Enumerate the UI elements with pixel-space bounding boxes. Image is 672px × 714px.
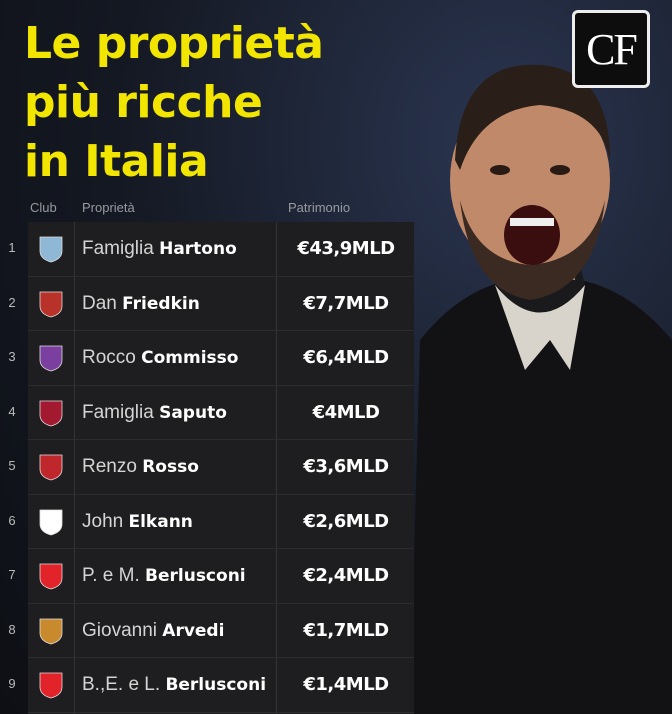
column-divider [74, 222, 75, 714]
wealth-value: €3,6MLD [303, 456, 389, 477]
owner-name: B.,E. e L. Berlusconi [82, 674, 266, 696]
owner-name: Renzo Rosso [82, 456, 199, 478]
owner-first: Renzo [82, 456, 137, 477]
owner-last: Hartono [159, 239, 237, 259]
rank: 8 [8, 621, 16, 637]
table-row: 2 Dan Friedkin €7,7MLD [8, 277, 414, 331]
table-row: 3 Rocco Commisso €6,4MLD [8, 331, 414, 386]
owner-first: Famiglia [82, 238, 154, 259]
rank: 9 [8, 676, 16, 691]
rank: 7 [8, 567, 16, 582]
headline-line: in Italia [24, 136, 209, 187]
owner-last: Saputo [159, 402, 227, 423]
rank: 6 [8, 512, 16, 528]
rank: 1 [8, 240, 16, 255]
owner-last: Rosso [142, 457, 199, 477]
owner-first: Giovanni [82, 619, 157, 641]
wealth-value: €43,9MLD [297, 238, 395, 259]
header-owner: Proprietà [82, 200, 135, 215]
owner-first: P. e M. [82, 565, 140, 586]
column-divider [276, 222, 277, 714]
club-crest-icon [39, 672, 63, 699]
table-row: 1 Famiglia Hartono €43,9MLD [8, 222, 414, 277]
club-crest-icon [39, 454, 63, 481]
headline-line: più ricche [24, 77, 263, 128]
wealth-value: €1,7MLD [303, 619, 389, 641]
owner-name: Famiglia Hartono [82, 238, 237, 260]
owner-first: Dan [82, 292, 117, 314]
wealth-value: €2,6MLD [303, 510, 389, 532]
owner-last: Commisso [141, 348, 239, 368]
headline-line: Le proprietà [24, 18, 324, 69]
owner-last: Arvedi [162, 620, 225, 641]
rank: 4 [8, 403, 16, 419]
header-wealth: Patrimonio [288, 200, 351, 215]
club-crest-icon [39, 400, 63, 426]
owner-last: Friedkin [122, 293, 200, 314]
table-row: 8 Giovanni Arvedi €1,7MLD [8, 604, 414, 658]
rank: 5 [8, 458, 16, 473]
club-crest-icon [39, 509, 63, 535]
headline: Le proprietà più ricche in Italia [24, 14, 324, 191]
owner-name: John Elkann [82, 511, 193, 533]
owner-first: B.,E. e L. [82, 674, 161, 695]
owner-name: Famiglia Saputo [82, 402, 227, 424]
wealth-value: €4MLD [312, 401, 380, 423]
rank: 3 [8, 349, 16, 364]
owner-name: Rocco Commisso [82, 347, 238, 369]
table-row: 6 John Elkann €2,6MLD [8, 495, 414, 549]
rank: 2 [8, 294, 16, 310]
wealth-value: €6,4MLD [303, 347, 389, 368]
wealth-value: €2,4MLD [303, 565, 389, 586]
owner-name: Giovanni Arvedi [82, 620, 224, 642]
wealth-value: €1,4MLD [303, 674, 389, 695]
table-row: 9 B.,E. e L. Berlusconi €1,4MLD [8, 658, 414, 713]
ranking-table: 1 Famiglia Hartono €43,9MLD 2 Dan Friedki… [8, 222, 414, 714]
club-crest-icon [39, 563, 63, 590]
club-crest-icon [39, 291, 63, 317]
owner-name: Dan Friedkin [82, 293, 200, 315]
owner-first: Rocco [82, 347, 136, 368]
coach-photo [410, 64, 672, 714]
table-row: 4 Famiglia Saputo €4MLD [8, 386, 414, 440]
cf-logo: CF [572, 10, 650, 88]
owner-last: Berlusconi [165, 675, 267, 695]
wealth-value: €7,7MLD [303, 292, 389, 314]
owner-last: Elkann [128, 511, 193, 532]
table-row: 7 P. e M. Berlusconi €2,4MLD [8, 549, 414, 604]
owner-last: Berlusconi [145, 566, 246, 586]
owner-first: Famiglia [82, 401, 154, 423]
owner-first: John [82, 510, 124, 532]
owner-name: P. e M. Berlusconi [82, 565, 246, 587]
header-club: Club [30, 200, 57, 215]
table-row: 5 Renzo Rosso €3,6MLD [8, 440, 414, 495]
club-crest-icon [39, 618, 63, 644]
club-crest-icon [39, 345, 63, 372]
club-crest-icon [39, 236, 63, 263]
